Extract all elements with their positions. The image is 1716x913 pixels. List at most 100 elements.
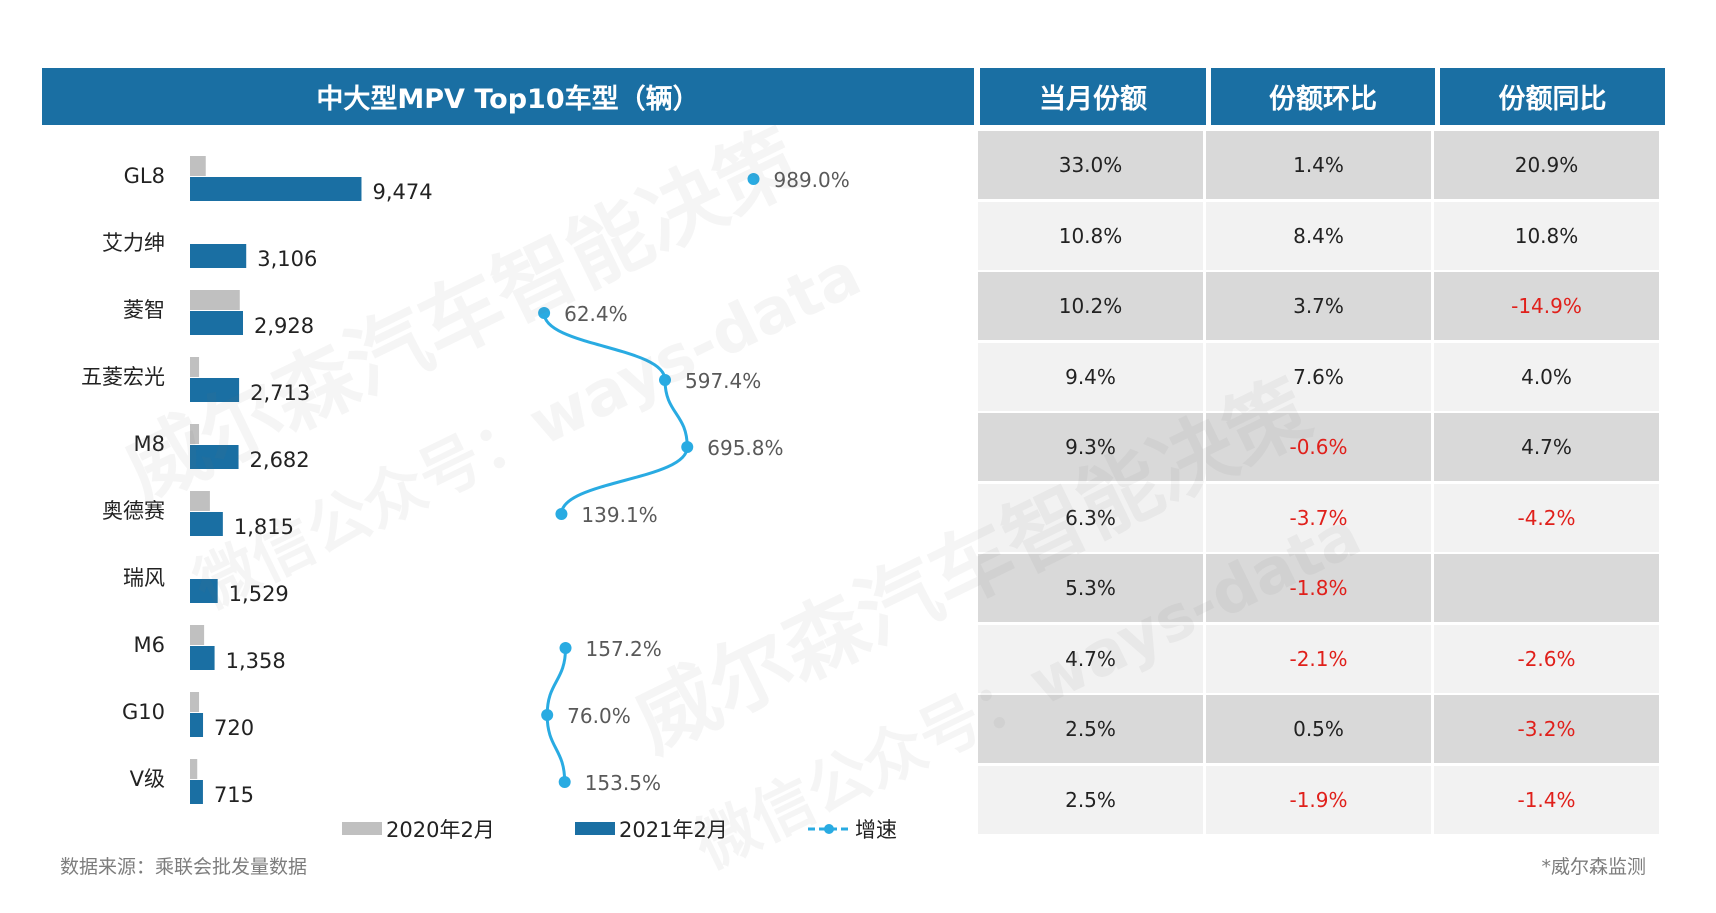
- mom-cell: -3.7%: [1206, 483, 1431, 552]
- yoy-cell: -3.2%: [1434, 695, 1659, 763]
- growth-point: [558, 776, 571, 788]
- growth-label: 597.4%: [685, 369, 761, 393]
- growth-point: [681, 441, 694, 453]
- bar-2021: [190, 713, 204, 737]
- table-row: 5.3% -1.8%: [978, 554, 1661, 622]
- bar-2020: [190, 692, 200, 712]
- bar-2021: [190, 445, 239, 469]
- category-label: 菱智: [123, 298, 165, 322]
- table-row: 10.2% 3.7% -14.9%: [978, 272, 1661, 340]
- yoy-cell: [1434, 554, 1659, 622]
- category-label: 瑞风: [123, 566, 165, 590]
- legend-label-growth: 增速: [855, 818, 897, 842]
- yoy-cell: 4.7%: [1434, 413, 1659, 481]
- bar-value-label: 1,529: [229, 582, 289, 606]
- bar-value-label: 3,106: [257, 247, 317, 271]
- legend-swatch-2020: [342, 822, 382, 835]
- bar-2020: [190, 491, 210, 511]
- share-cell: 2.5%: [978, 765, 1203, 834]
- share-cell: 2.5%: [978, 695, 1203, 763]
- bar-2021: [190, 378, 240, 402]
- share-cell: 33.0%: [978, 131, 1203, 199]
- mom-cell: 7.6%: [1206, 342, 1431, 411]
- bar-2021: [190, 244, 247, 268]
- table-row: 33.0% 1.4% 20.9%: [978, 131, 1661, 199]
- header-current-share: 当月份额: [980, 68, 1206, 125]
- table-row: 9.3% -0.6% 4.7%: [978, 413, 1661, 481]
- growth-label: 62.4%: [564, 302, 628, 326]
- table-row: 2.5% 0.5% -3.2%: [978, 695, 1661, 763]
- bar-value-label: 2,682: [250, 448, 310, 472]
- table-row: 2.5% -1.9% -1.4%: [978, 765, 1661, 834]
- bar-value-label: 1,815: [234, 515, 294, 539]
- bar-value-label: 720: [214, 716, 254, 740]
- bar-2020: [190, 290, 240, 310]
- header-share-mom: 份额环比: [1211, 68, 1435, 125]
- yoy-cell: -4.2%: [1434, 483, 1659, 552]
- mom-cell: 8.4%: [1206, 201, 1431, 270]
- mom-cell: 3.7%: [1206, 272, 1431, 340]
- yoy-cell: 20.9%: [1434, 131, 1659, 199]
- growth-label: 989.0%: [774, 168, 850, 192]
- growth-label: 695.8%: [707, 436, 783, 460]
- category-label: 艾力绅: [102, 231, 165, 255]
- mom-cell: 0.5%: [1206, 695, 1431, 763]
- share-table: 33.0% 1.4% 20.9% 10.8% 8.4% 10.8% 10.2% 3.7% -14…: [978, 131, 1661, 836]
- bar-value-label: 715: [214, 783, 254, 807]
- growth-label: 153.5%: [585, 771, 661, 795]
- legend-label-2021: 2021年2月: [619, 818, 728, 842]
- monitor-note: *威尔森监测: [1541, 856, 1646, 878]
- mom-cell: -1.9%: [1206, 765, 1431, 834]
- bar-2021: [190, 512, 223, 536]
- bar-2021: [190, 311, 243, 335]
- share-cell: 5.3%: [978, 554, 1203, 622]
- mom-cell: -0.6%: [1206, 413, 1431, 481]
- category-label: M6: [134, 633, 165, 657]
- growth-point: [538, 307, 551, 319]
- share-cell: 9.4%: [978, 342, 1203, 411]
- bar-2020: [190, 156, 206, 176]
- bar-value-label: 2,713: [250, 381, 310, 405]
- legend-swatch-2021: [575, 822, 615, 835]
- bar-value-label: 2,928: [254, 314, 314, 338]
- growth-label: 139.1%: [581, 503, 657, 527]
- share-cell: 9.3%: [978, 413, 1203, 481]
- bar-value-label: 9,474: [372, 180, 432, 204]
- bar-2020: [190, 357, 200, 377]
- bar-2020: [190, 625, 205, 645]
- yoy-cell: -14.9%: [1434, 272, 1659, 340]
- yoy-cell: 10.8%: [1434, 201, 1659, 270]
- mom-cell: -1.8%: [1206, 554, 1431, 622]
- yoy-cell: -1.4%: [1434, 765, 1659, 834]
- table-row: 9.4% 7.6% 4.0%: [978, 342, 1661, 411]
- table-row: 4.7% -2.1% -2.6%: [978, 624, 1661, 693]
- category-label: V级: [130, 767, 165, 791]
- yoy-cell: 4.0%: [1434, 342, 1659, 411]
- growth-point: [541, 709, 554, 721]
- share-cell: 10.2%: [978, 272, 1203, 340]
- mom-cell: 1.4%: [1206, 131, 1431, 199]
- growth-label: 157.2%: [586, 637, 662, 661]
- bar-2021: [190, 579, 218, 603]
- growth-point: [555, 508, 568, 520]
- bar-2021: [190, 780, 203, 804]
- share-cell: 6.3%: [978, 483, 1203, 552]
- table-row: 10.8% 8.4% 10.8%: [978, 201, 1661, 270]
- bar-2020: [190, 759, 198, 779]
- category-label: M8: [134, 432, 165, 456]
- category-label: 奥德赛: [102, 499, 165, 523]
- legend-label-2020: 2020年2月: [386, 818, 495, 842]
- mom-cell: -2.1%: [1206, 624, 1431, 693]
- yoy-cell: -2.6%: [1434, 624, 1659, 693]
- bar-2020: [190, 424, 200, 444]
- bar-value-label: 1,358: [226, 649, 286, 673]
- growth-line: [542, 312, 689, 515]
- category-label: GL8: [124, 164, 165, 188]
- category-label: 五菱宏光: [81, 365, 165, 389]
- bar-2021: [190, 646, 215, 670]
- share-cell: 10.8%: [978, 201, 1203, 270]
- growth-label: 76.0%: [567, 704, 631, 728]
- growth-point: [747, 173, 760, 185]
- table-row: 6.3% -3.7% -4.2%: [978, 483, 1661, 552]
